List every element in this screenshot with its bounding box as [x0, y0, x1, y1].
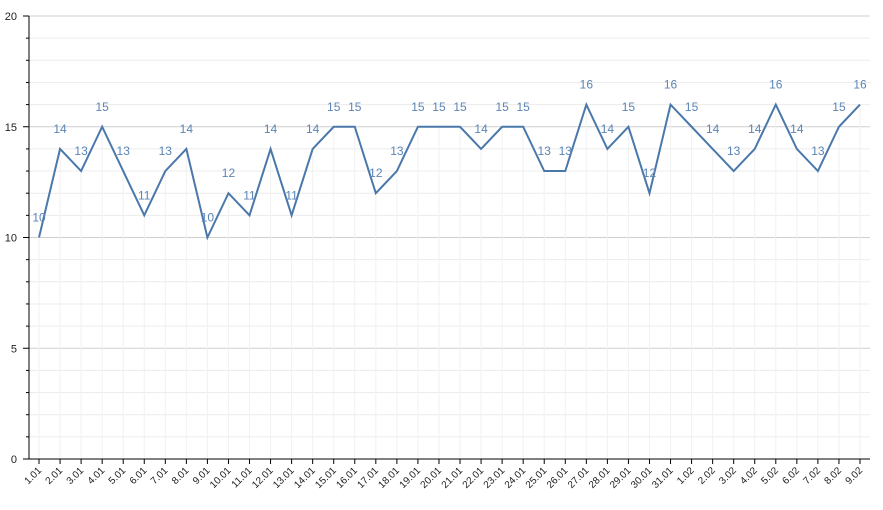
- data-label: 14: [790, 122, 804, 136]
- data-label: 15: [432, 100, 446, 114]
- x-tick-label: 4.01: [86, 465, 108, 487]
- x-tick-label: 17.01: [355, 465, 381, 491]
- x-tick-label: 2.02: [696, 465, 718, 487]
- data-label: 13: [390, 144, 404, 158]
- series-line: [38, 101, 861, 241]
- x-tick-label: 1.01: [23, 465, 45, 487]
- x-tick-label: 26.01: [545, 465, 571, 491]
- data-label: 13: [538, 144, 552, 158]
- data-label: 11: [138, 188, 151, 202]
- x-tick-label: 25.01: [524, 465, 550, 491]
- x-tick-label: 21.01: [440, 465, 466, 491]
- x-tick-label: 23.01: [482, 465, 508, 491]
- x-tick-label: 12.01: [250, 465, 276, 491]
- data-label: 15: [327, 100, 341, 114]
- data-label: 14: [474, 122, 488, 136]
- data-label: 14: [180, 122, 194, 136]
- data-label: 14: [706, 122, 720, 136]
- data-label: 12: [222, 166, 236, 180]
- x-tick-label: 3.01: [65, 465, 87, 487]
- data-labels: 10 14 13 15 13 11 13 14 10 12 11 14 11 14 15 15 12 13 15 15…: [32, 78, 867, 225]
- data-label: 10: [201, 211, 215, 225]
- data-label: 16: [853, 78, 867, 92]
- x-tick-label: 1.02: [675, 465, 697, 487]
- data-label: 13: [727, 144, 741, 158]
- data-label: 13: [159, 144, 173, 158]
- data-label: 14: [264, 122, 278, 136]
- x-tick-label: 6.01: [128, 465, 150, 487]
- data-label: 16: [580, 78, 594, 92]
- data-label: 15: [622, 100, 636, 114]
- x-tick-label: 7.01: [149, 465, 171, 487]
- data-label: 10: [32, 211, 46, 225]
- y-tick-label: 20: [5, 11, 17, 23]
- x-tick-label: 18.01: [377, 465, 403, 491]
- x-tick-label: 9.02: [844, 465, 866, 487]
- data-label: 13: [559, 144, 573, 158]
- data-label: 15: [348, 100, 362, 114]
- x-tick-label: 29.01: [608, 465, 634, 491]
- x-tick-label: 13.01: [271, 465, 297, 491]
- x-tick-label: 2.01: [44, 465, 66, 487]
- data-label: 12: [369, 166, 383, 180]
- axes: 0 5 10 15 20 1.01 2.01 3.01 4.01 5.01 6.01 7.01 8.01…: [5, 11, 870, 491]
- x-tick-label: 5.02: [759, 465, 781, 487]
- series-line-layer: [38, 101, 861, 241]
- x-tick-label: 30.01: [629, 465, 655, 491]
- data-label: 12: [643, 166, 657, 180]
- x-tick-label: 8.02: [823, 465, 845, 487]
- x-tick-label: 20.01: [419, 465, 445, 491]
- data-label: 15: [453, 100, 467, 114]
- data-label: 15: [832, 100, 846, 114]
- x-tick-label: 24.01: [503, 465, 529, 491]
- data-label: 11: [285, 188, 298, 202]
- x-tick-label: 16.01: [334, 465, 360, 491]
- data-label: 15: [495, 100, 509, 114]
- y-tick-label: 5: [11, 343, 17, 355]
- x-tick-label: 3.02: [717, 465, 739, 487]
- data-label: 14: [601, 122, 615, 136]
- y-tick-label: 0: [11, 454, 17, 466]
- x-tick-label: 7.02: [801, 465, 823, 487]
- x-tick-label: 31.01: [650, 465, 676, 491]
- data-label: 15: [685, 100, 699, 114]
- data-label: 13: [117, 144, 131, 158]
- x-tick-label: 28.01: [587, 465, 613, 491]
- x-tick-label: 8.01: [170, 465, 192, 487]
- x-tick-label: 19.01: [398, 465, 424, 491]
- data-label: 14: [53, 122, 67, 136]
- data-label: 15: [516, 100, 530, 114]
- y-tick-label: 10: [5, 233, 17, 245]
- data-label: 16: [664, 78, 678, 92]
- data-label: 14: [748, 122, 762, 136]
- x-tick-label: 15.01: [313, 465, 339, 491]
- x-tick-label: 22.01: [461, 465, 487, 491]
- y-tick-label: 15: [5, 122, 17, 134]
- x-tick-label: 5.01: [107, 465, 129, 487]
- data-label: 15: [411, 100, 425, 114]
- x-tick-label: 27.01: [566, 465, 592, 491]
- x-tick-label: 6.02: [780, 465, 802, 487]
- x-tick-label: 4.02: [738, 465, 760, 487]
- x-tick-label: 10.01: [208, 465, 234, 491]
- data-label: 16: [769, 78, 783, 92]
- data-label: 15: [95, 100, 109, 114]
- grid-lines: [29, 15, 870, 459]
- data-label: 11: [243, 188, 256, 202]
- x-tick-label: 14.01: [292, 465, 318, 491]
- data-label: 13: [74, 144, 88, 158]
- data-label: 14: [306, 122, 320, 136]
- x-tick-label: 11.01: [230, 465, 255, 490]
- data-label: 13: [811, 144, 825, 158]
